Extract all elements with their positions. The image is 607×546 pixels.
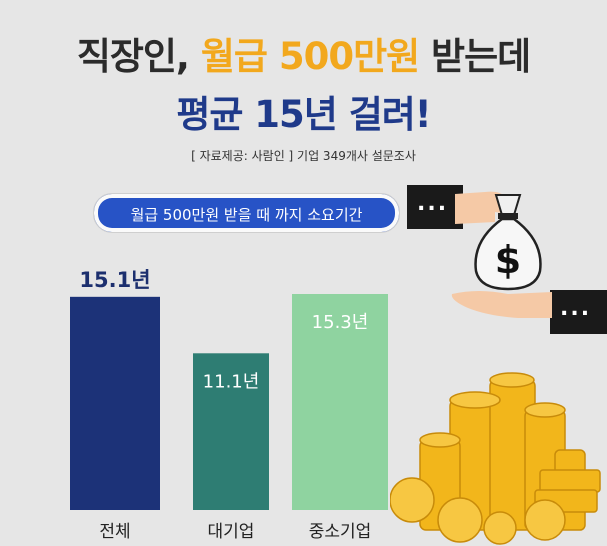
value-label-1: 15.1년: [79, 268, 150, 292]
bar-3: [292, 294, 388, 510]
money-bag-icon: $: [474, 194, 542, 291]
chart-subtitle-pill: 월급 500만원 받을 때 까지 소요기간: [93, 193, 400, 233]
lower-sleeve: ...: [550, 290, 607, 334]
headline-text-a: 직장인,: [76, 35, 201, 78]
value-label-2: 11.1년: [203, 371, 260, 392]
category-label-2: 대기업: [208, 522, 255, 542]
chart-subtitle: 월급 500만원 받을 때 까지 소요기간: [130, 206, 363, 224]
value-label-3: 15.3년: [312, 312, 369, 333]
headline-text-b: 받는데: [419, 35, 531, 78]
bar-1: [70, 296, 160, 510]
upper-sleeve: ...: [407, 185, 463, 229]
source-note: [ 자료제공: 사람인 ] 기업 349개사 설문조사: [191, 149, 416, 163]
bar-2: [193, 353, 269, 510]
coin-pile-icon: [390, 372, 601, 545]
category-label-1: 전체: [99, 522, 130, 542]
headline-highlight: 월급 500만원: [200, 35, 420, 78]
headline-line2: 평균 15년 걸려!: [176, 93, 431, 136]
lower-hand-icon: [451, 291, 552, 318]
category-label-3: 중소기업: [309, 522, 372, 542]
headline-line1: 직장인, 월급 500만원 받는데: [0, 26, 607, 80]
svg-text:$: $: [495, 238, 521, 282]
